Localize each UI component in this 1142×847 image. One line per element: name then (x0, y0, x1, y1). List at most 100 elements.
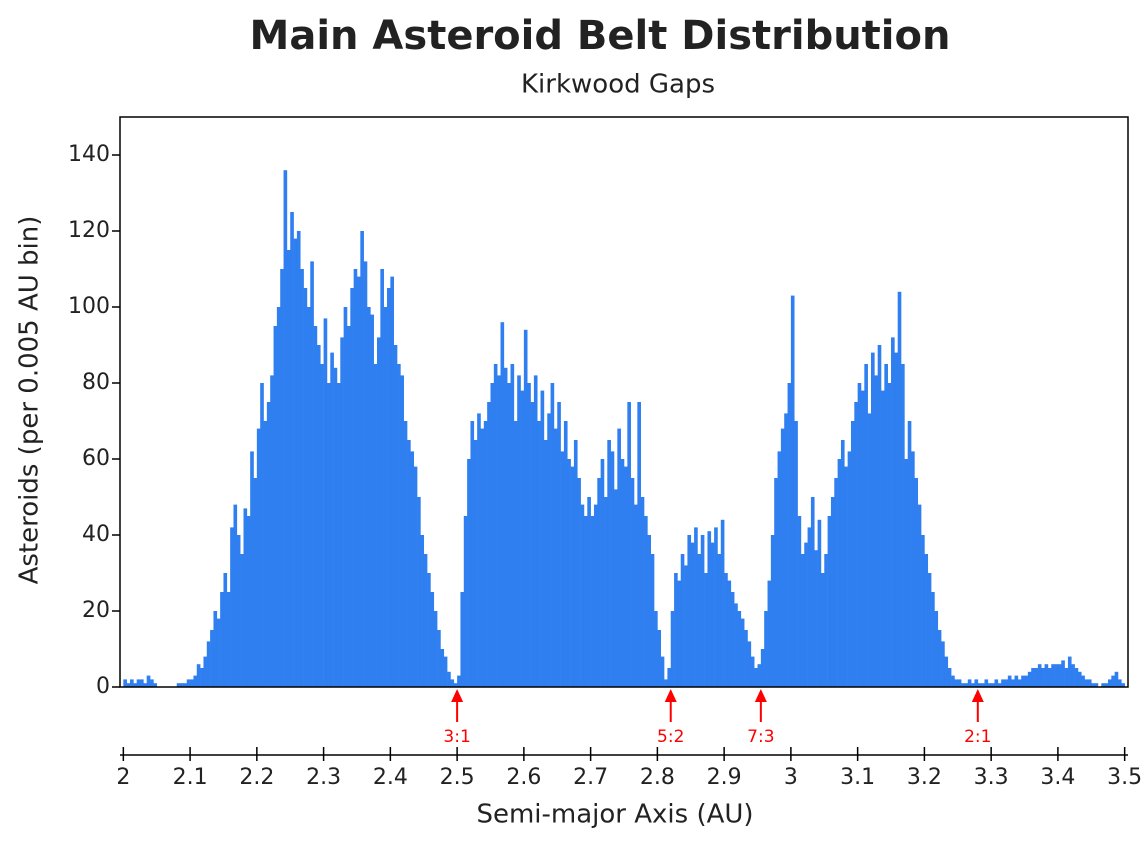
bar (844, 466, 848, 687)
bar (777, 451, 782, 687)
bar (644, 516, 648, 687)
y-tick-label: 0 (96, 674, 110, 699)
bar (860, 390, 865, 687)
bar (407, 440, 411, 687)
bar (1077, 671, 1082, 687)
x-tick-label: 3.5 (1107, 765, 1142, 790)
x-tick-label: 3.2 (907, 765, 942, 790)
bar (757, 664, 762, 687)
bar (707, 531, 712, 687)
bar (190, 679, 194, 687)
bar (437, 630, 441, 687)
bar (921, 535, 925, 687)
bar (477, 413, 481, 687)
bar (313, 326, 318, 687)
bar (817, 519, 822, 687)
bar (914, 478, 919, 687)
bar (917, 504, 922, 687)
bar (200, 668, 204, 687)
bar (400, 375, 405, 687)
y-axis-label: Asteroids (per 0.005 AU bin) (15, 216, 45, 585)
bar (724, 573, 728, 687)
bar (373, 364, 378, 687)
bar (493, 364, 498, 687)
bar (897, 291, 902, 687)
bar (220, 592, 224, 687)
bar (734, 603, 738, 687)
bar (450, 679, 455, 687)
x-tick-label: 2.8 (640, 765, 675, 790)
x-tick-label: 2.9 (707, 765, 742, 790)
bar (176, 683, 181, 687)
bar (430, 592, 435, 687)
annotation-arrowhead (664, 689, 677, 702)
bar (964, 683, 969, 687)
bar (690, 542, 695, 687)
bar (1024, 675, 1029, 687)
bar (830, 497, 835, 687)
bar (797, 516, 802, 687)
bar (674, 573, 678, 687)
bar (627, 402, 631, 687)
bar (543, 440, 548, 687)
bar (834, 478, 838, 687)
bar (1067, 656, 1072, 687)
x-tick-label: 3.4 (1040, 765, 1075, 790)
bar (377, 337, 381, 687)
bar (1031, 668, 1035, 687)
bar (837, 459, 842, 687)
bar (957, 679, 962, 687)
bar (346, 326, 351, 687)
bar (730, 592, 735, 687)
x-tick-label: 2.1 (173, 765, 208, 790)
bar (567, 459, 571, 687)
bar (1034, 668, 1039, 687)
bar (1114, 671, 1119, 687)
x-tick-label: 2.4 (373, 765, 408, 790)
bar (687, 535, 692, 687)
bar (620, 459, 625, 687)
bar (463, 516, 468, 687)
bar (794, 421, 798, 687)
x-tick-label: 2.3 (306, 765, 341, 790)
bar (510, 364, 515, 687)
bar (624, 466, 628, 687)
bar (387, 288, 391, 687)
bar (310, 261, 314, 687)
bar (360, 231, 364, 687)
bar (680, 554, 685, 687)
bar (941, 641, 945, 687)
bar (520, 390, 525, 687)
bar (684, 565, 688, 687)
bar (390, 276, 394, 687)
bar (1091, 683, 1095, 687)
bar (767, 580, 772, 687)
bar (256, 428, 261, 687)
annotation-label: 7:3 (747, 727, 774, 747)
annotation-label: 3:1 (443, 727, 470, 747)
bar (867, 413, 872, 687)
bar (417, 497, 421, 687)
bar (997, 683, 1002, 687)
bar (870, 352, 875, 687)
bar (770, 535, 775, 687)
bar (467, 459, 471, 687)
bar (977, 683, 982, 687)
y-tick-label: 140 (68, 142, 110, 167)
bar (954, 679, 959, 687)
bar (497, 375, 501, 687)
bar (670, 611, 675, 687)
bar (1074, 668, 1079, 687)
bar (901, 364, 905, 687)
bar (453, 683, 458, 687)
bar (246, 516, 251, 687)
x-tick-label: 2.5 (440, 765, 475, 790)
bar (593, 504, 598, 687)
bar (393, 345, 398, 687)
bar (273, 326, 278, 687)
bar (1011, 679, 1015, 687)
bar (714, 527, 718, 687)
bar (824, 554, 828, 687)
bar (530, 402, 535, 687)
bar (1021, 675, 1025, 687)
